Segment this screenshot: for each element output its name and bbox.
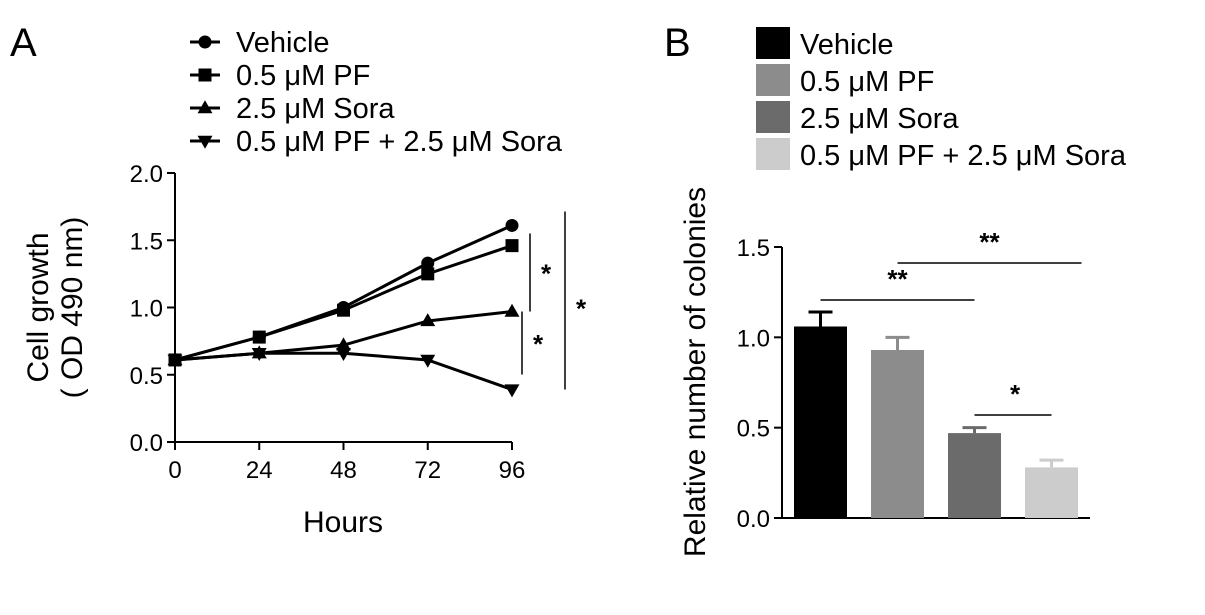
bar-group-1: [871, 335, 924, 518]
point-1-3: [421, 267, 435, 281]
significance-label-1: **: [979, 227, 1000, 257]
point-3-1: [251, 348, 267, 362]
panel-b-significance: *****: [820, 227, 1082, 416]
x-tick-label-0: 0: [168, 457, 181, 484]
point-2-2: [336, 337, 351, 351]
legend-label-0: Vehicle: [236, 27, 330, 59]
annotation-star-2: *: [576, 294, 587, 324]
annotation-star-1: *: [533, 329, 544, 359]
point-1-1: [252, 330, 266, 344]
legend-marker-2: [197, 100, 213, 114]
bar-1: [871, 349, 924, 518]
panel-a-y-axis-title: Cell growth( OD 490 nm): [22, 217, 89, 399]
series-3: [167, 348, 520, 398]
y-tick-label-2: 1.0: [130, 296, 163, 323]
point-3-0: [167, 354, 183, 368]
panel-b-legend: Vehicle 0.5 μM PF 2.5 μM Sora 0.5 μM PF + 2…: [756, 27, 1127, 172]
y-tick-label-0: 0.0: [130, 430, 163, 457]
bar-group-3: [1025, 458, 1078, 518]
bar-group-0: [794, 310, 847, 518]
significance-label-0: **: [887, 264, 908, 294]
point-1-4: [505, 239, 519, 253]
y-axis-title-line-1: Cell growth: [22, 232, 55, 382]
point-3-3: [420, 354, 436, 368]
point-3-4: [504, 384, 520, 398]
legend-swatch-2: [756, 101, 790, 133]
point-3-2: [336, 348, 351, 362]
legend-label-1: 0.5 μM PF: [236, 60, 370, 92]
legend-label-1: 0.5 μM PF: [800, 66, 934, 98]
legend-label-2: 2.5 μM Sora: [800, 103, 959, 135]
y-tick-label-3: 1.5: [737, 235, 770, 262]
legend-label-2: 2.5 μM Sora: [236, 93, 395, 125]
legend-label-3: 0.5 μM PF + 2.5 μM Sora: [800, 140, 1127, 172]
point-2-4: [504, 303, 520, 317]
point-0-3: [421, 256, 435, 270]
y-tick-label-1: 0.5: [130, 363, 163, 390]
bar-group-2: [948, 426, 1001, 518]
legend-swatch-1: [756, 64, 790, 96]
legend-label-0: Vehicle: [800, 29, 894, 61]
y-tick-label-4: 2.0: [130, 161, 163, 188]
y-tick-label-3: 1.5: [130, 228, 163, 255]
bar-0: [794, 326, 847, 518]
panel-a-annotations: * * *: [521, 211, 587, 390]
point-2-3: [420, 313, 436, 327]
y-tick-label-1: 0.5: [737, 416, 770, 443]
x-tick-label-1: 24: [246, 457, 273, 484]
legend-marker-0: [198, 35, 212, 49]
legend-marker-1: [198, 68, 212, 82]
panel-b-bars: [794, 310, 1078, 518]
panel-a-letter: A: [10, 21, 37, 65]
legend-marker-3: [197, 135, 213, 149]
bar-2: [948, 433, 1001, 518]
legend-swatch-3: [756, 138, 790, 170]
legend-label-3: 0.5 μM PF + 2.5 μM Sora: [236, 126, 563, 158]
x-tick-label-2: 48: [330, 457, 357, 484]
y-tick-label-0: 0.0: [737, 506, 770, 533]
panel-a-axes: 0 24 48 72 96 0.0 0.5 1.0 1.5 2.0: [130, 161, 526, 484]
bar-3: [1025, 467, 1078, 518]
significance-label-2: *: [1010, 379, 1021, 409]
point-1-2: [337, 303, 350, 317]
point-0-4: [505, 218, 519, 232]
panel-a-x-axis-title: Hours: [303, 506, 383, 539]
panel-b-letter: B: [664, 21, 691, 65]
annotation-star-0: *: [541, 258, 552, 288]
y-tick-label-2: 1.0: [737, 325, 770, 352]
panel-b-y-axis-title: Relative number of colonies: [679, 187, 712, 557]
panel-b-bar-chart: B Vehicle 0.5 μM PF 2.5 μM Sora 0.5 μM PF +…: [664, 21, 1127, 557]
x-tick-label-3: 72: [414, 457, 441, 484]
legend-swatch-0: [756, 27, 790, 59]
y-axis-title-line-2: ( OD 490 nm): [56, 217, 89, 399]
x-tick-label-4: 96: [499, 457, 526, 484]
panel-b-axes: 0.0 0.5 1.0 1.5: [737, 235, 1090, 533]
panel-a-series: [167, 218, 520, 398]
